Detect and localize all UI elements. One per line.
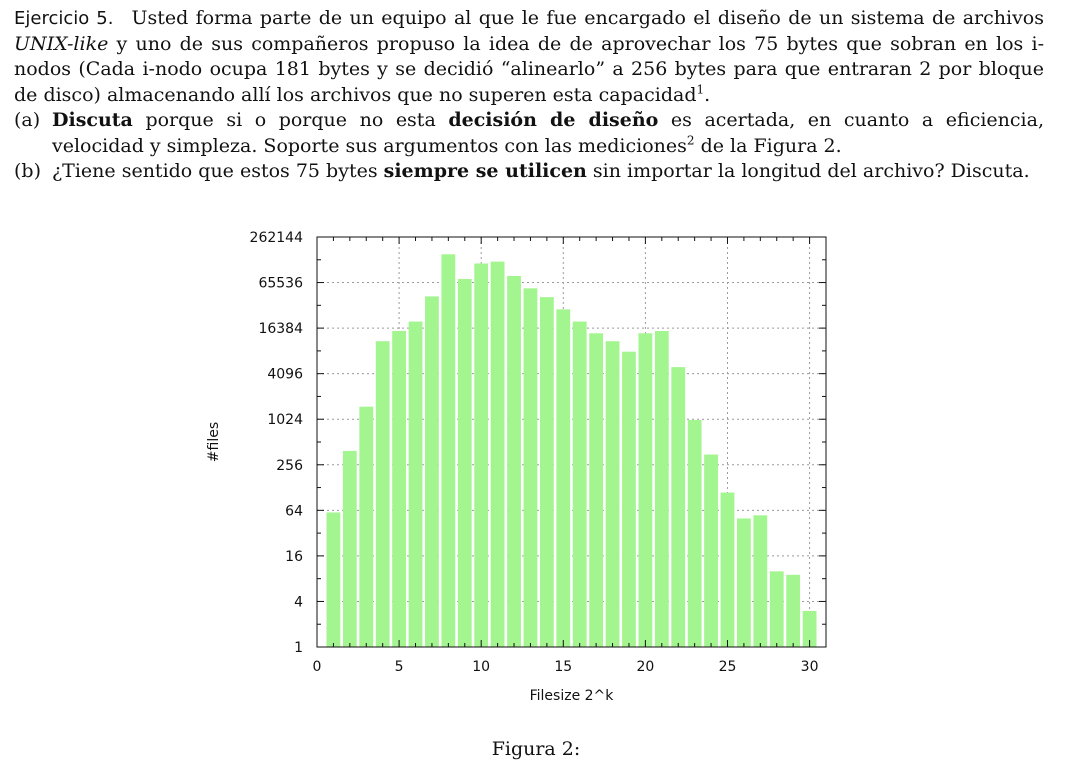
item-a-text-2: es acertada, en cuanto a eficiencia, vel… bbox=[52, 109, 1044, 157]
exercise-intro: Ejercicio 5. Usted forma parte de un equi… bbox=[14, 6, 1044, 108]
bar-k-26 bbox=[737, 518, 751, 647]
item-a-footnote-mark: 2 bbox=[686, 133, 695, 148]
bar-k-28 bbox=[769, 571, 784, 647]
item-a-body: Discuta porque si o porque no esta decis… bbox=[52, 108, 1044, 159]
y-tick-label: 4 bbox=[294, 594, 303, 610]
bar-k-15 bbox=[556, 309, 571, 647]
intro-part-2: y uno de sus compañeros propuso la idea … bbox=[14, 32, 1044, 106]
bar-k-13 bbox=[523, 288, 538, 647]
x-tick-label: 30 bbox=[801, 659, 819, 675]
bar-k-16 bbox=[572, 321, 587, 647]
exercise-text: Ejercicio 5. Usted forma parte de un equi… bbox=[14, 6, 1044, 185]
bar-k-29 bbox=[786, 574, 801, 647]
bar-k-18 bbox=[605, 341, 620, 647]
exercise-label: Ejercicio 5. bbox=[14, 8, 114, 29]
item-b-body: ¿Tiene sentido que estos 75 bytes siempr… bbox=[52, 159, 1044, 185]
bar-k-25 bbox=[720, 492, 735, 647]
figure-caption: Figura 2: bbox=[491, 738, 581, 760]
y-tick-label: 1024 bbox=[267, 412, 303, 428]
bar-k-17 bbox=[589, 333, 604, 647]
x-tick-label: 20 bbox=[636, 659, 654, 675]
x-axis-title: Filesize 2^k bbox=[530, 688, 615, 704]
item-a-bold-discuta: Discuta bbox=[52, 109, 133, 131]
item-a-text-3: de la Figura 2. bbox=[700, 134, 842, 157]
y-tick-label: 256 bbox=[276, 458, 303, 474]
intro-footnote-mark: 1 bbox=[696, 82, 705, 97]
bar-k-8 bbox=[441, 254, 456, 647]
x-tick-label: 15 bbox=[554, 659, 572, 675]
bar-k-24 bbox=[704, 454, 718, 647]
bar-k-27 bbox=[753, 515, 768, 647]
intro-part-1: Usted forma parte de un equipo al que le… bbox=[131, 7, 1044, 29]
item-a: (a) Discuta porque si o porque no esta d… bbox=[14, 108, 1044, 159]
bar-k-4 bbox=[375, 341, 390, 647]
bar-k-21 bbox=[654, 331, 669, 647]
y-tick-label: 16 bbox=[285, 549, 303, 565]
bar-k-10 bbox=[474, 263, 489, 647]
item-a-text-1: porque si o porque no esta bbox=[145, 109, 436, 131]
item-b-label: (b) bbox=[14, 160, 41, 182]
item-a-bold-decision: decisión de diseño bbox=[448, 109, 659, 131]
x-tick-label: 0 bbox=[313, 659, 322, 675]
bar-k-12 bbox=[507, 276, 521, 647]
bar-k-14 bbox=[539, 297, 554, 647]
item-b-text-2: sin importar la longitud del archivo? Di… bbox=[592, 160, 1030, 182]
intro-unix-like: UNIX-like bbox=[14, 32, 109, 55]
bar-k-11 bbox=[490, 261, 505, 647]
bar-k-6 bbox=[408, 321, 423, 647]
y-tick-label: 64 bbox=[285, 503, 303, 519]
item-b-bold: siempre se utilicen bbox=[383, 160, 587, 182]
y-tick-label: 65536 bbox=[258, 276, 303, 292]
bar-k-2 bbox=[342, 450, 357, 647]
item-b-text-1: ¿Tiene sentido que estos 75 bytes bbox=[52, 160, 378, 182]
bar-k-7 bbox=[425, 296, 439, 647]
bar-k-5 bbox=[392, 331, 406, 647]
y-tick-label: 4096 bbox=[267, 367, 303, 383]
y-tick-label: 16384 bbox=[258, 321, 303, 337]
bar-k-23 bbox=[687, 420, 702, 647]
item-b: (b) ¿Tiene sentido que estos 75 bytes si… bbox=[14, 159, 1044, 185]
chart-ticks: 0 5 10 15 20 25 30 1 4 16 64 256 1024 4096 16384 65536 2… bbox=[250, 230, 826, 675]
y-tick-label: 1 bbox=[294, 640, 303, 656]
y-axis-title: #files bbox=[206, 422, 222, 462]
bar-k-1 bbox=[326, 512, 341, 647]
bar-k-22 bbox=[671, 367, 686, 647]
y-tick-label: 262144 bbox=[250, 230, 304, 246]
x-tick-label: 25 bbox=[719, 659, 737, 675]
bar-k-9 bbox=[457, 279, 472, 647]
intro-end: . bbox=[704, 83, 711, 106]
bar-k-3 bbox=[359, 406, 374, 647]
x-tick-label: 5 bbox=[395, 659, 404, 675]
item-a-label: (a) bbox=[14, 109, 41, 131]
x-tick-label: 10 bbox=[472, 659, 490, 675]
bar-k-30 bbox=[802, 610, 817, 647]
bar-k-20 bbox=[638, 333, 653, 647]
bar-k-19 bbox=[622, 351, 636, 647]
chart-bars bbox=[326, 254, 817, 647]
